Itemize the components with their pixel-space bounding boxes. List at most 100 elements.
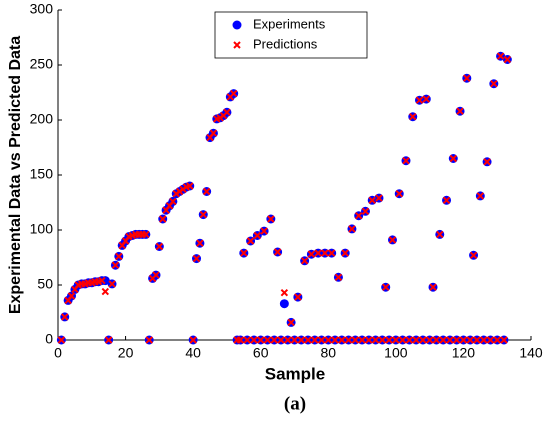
point xyxy=(503,55,512,64)
point xyxy=(354,211,363,220)
point xyxy=(469,251,478,260)
point xyxy=(192,254,201,263)
point xyxy=(419,336,427,344)
point xyxy=(101,287,110,296)
point xyxy=(409,112,417,121)
point xyxy=(280,288,289,297)
point xyxy=(422,95,430,103)
point xyxy=(61,313,69,321)
x-tick-label: 0 xyxy=(54,345,62,361)
point xyxy=(267,215,275,223)
point xyxy=(290,336,299,344)
point xyxy=(466,336,474,344)
legend-marker xyxy=(233,41,241,49)
point xyxy=(202,187,211,196)
point xyxy=(496,52,505,60)
point xyxy=(279,299,289,309)
point xyxy=(294,293,302,301)
point xyxy=(459,336,468,344)
point xyxy=(324,336,332,344)
point xyxy=(260,227,268,235)
point xyxy=(358,336,366,344)
point xyxy=(388,236,397,244)
point xyxy=(246,237,255,245)
x-tick-label: 100 xyxy=(384,345,408,361)
point xyxy=(169,197,177,206)
point xyxy=(473,336,481,344)
x-tick-label: 80 xyxy=(320,345,336,361)
y-tick-label: 300 xyxy=(30,1,54,17)
point xyxy=(223,108,231,117)
point xyxy=(398,336,407,344)
x-tick-label: 20 xyxy=(118,345,134,361)
point xyxy=(284,336,292,344)
point xyxy=(311,336,319,344)
point xyxy=(432,336,441,344)
y-tick-label: 250 xyxy=(30,56,54,72)
point xyxy=(439,336,447,344)
point xyxy=(209,129,218,137)
point xyxy=(361,207,370,216)
point xyxy=(392,336,400,344)
y-tick-label: 150 xyxy=(30,166,54,182)
point xyxy=(483,158,491,166)
point xyxy=(115,252,123,261)
point xyxy=(395,189,403,198)
point xyxy=(500,336,508,344)
point xyxy=(476,192,485,200)
point xyxy=(412,336,420,344)
point xyxy=(385,336,393,344)
point xyxy=(368,196,376,205)
point xyxy=(365,336,373,344)
point xyxy=(152,271,160,279)
point xyxy=(429,283,437,291)
point xyxy=(236,336,245,344)
y-tick-label: 0 xyxy=(45,331,53,347)
point xyxy=(486,336,495,344)
point xyxy=(287,318,295,327)
x-axis-label: Sample xyxy=(265,364,325,383)
legend-label: Experiments xyxy=(253,16,326,31)
point xyxy=(405,336,414,344)
point xyxy=(415,96,424,104)
point xyxy=(327,249,336,257)
point xyxy=(159,215,167,223)
legend-marker xyxy=(232,20,242,30)
point xyxy=(436,230,444,239)
point xyxy=(98,276,106,285)
point xyxy=(446,336,454,344)
point xyxy=(331,336,339,344)
point xyxy=(67,292,76,300)
point xyxy=(253,231,262,240)
x-tick-label: 40 xyxy=(185,345,201,361)
point xyxy=(196,239,204,247)
y-axis-label: Experimental Data vs Predicted Data xyxy=(7,36,24,314)
point xyxy=(321,249,329,257)
point xyxy=(270,336,278,344)
point xyxy=(243,336,251,344)
x-tick-label: 60 xyxy=(253,345,269,361)
point xyxy=(257,336,265,344)
point xyxy=(240,249,248,257)
point xyxy=(371,336,380,344)
point xyxy=(111,261,120,269)
point xyxy=(479,336,488,344)
point xyxy=(493,336,501,344)
point xyxy=(307,250,316,258)
point xyxy=(382,283,390,291)
point xyxy=(341,249,349,257)
y-tick-label: 200 xyxy=(30,111,54,127)
point xyxy=(142,230,150,239)
point xyxy=(250,336,258,344)
point xyxy=(348,225,356,233)
legend-label: Predictions xyxy=(253,36,318,51)
point xyxy=(273,248,282,256)
y-tick-label: 100 xyxy=(30,221,54,237)
point xyxy=(314,249,322,257)
x-tick-label: 140 xyxy=(519,345,543,361)
point xyxy=(351,336,360,344)
point xyxy=(199,210,207,219)
point xyxy=(344,336,353,344)
point xyxy=(304,336,312,344)
